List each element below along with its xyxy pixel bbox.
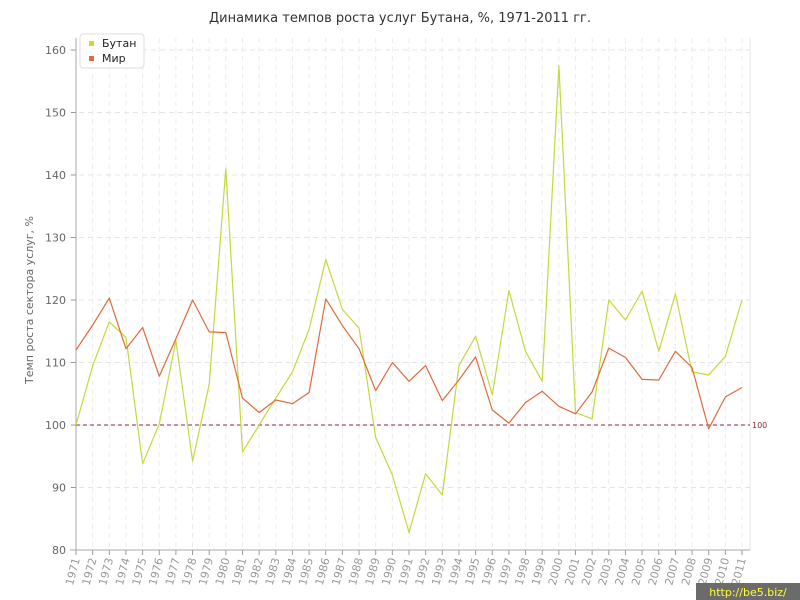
legend: Бутан Мир bbox=[79, 33, 145, 69]
y-tick-label: 160 bbox=[45, 44, 66, 57]
watermark-text: http://be5.biz/ bbox=[709, 586, 787, 599]
series-line-1 bbox=[75, 297, 743, 430]
legend-label: Бутан bbox=[102, 37, 136, 50]
y-tick-label: 100 bbox=[45, 419, 66, 432]
watermark-background bbox=[696, 583, 800, 600]
y-tick-label: 130 bbox=[45, 232, 66, 245]
legend-swatch bbox=[89, 56, 94, 61]
legend-swatch bbox=[89, 41, 94, 46]
y-tick-label: 80 bbox=[52, 544, 66, 557]
legend-label: Мир bbox=[102, 52, 126, 65]
x-tick-labels: 1971197219731974197519761977197819791980… bbox=[63, 556, 749, 586]
legend-box bbox=[79, 33, 145, 69]
chart-title: Динамика темпов роста услуг Бутана, %, 1… bbox=[209, 11, 591, 26]
y-tick-label: 140 bbox=[45, 169, 66, 182]
series-group bbox=[75, 64, 743, 534]
grid bbox=[70, 38, 750, 551]
y-tick-labels: 80 90 100 110 120 130 140 150 160 bbox=[45, 44, 66, 557]
x-tick-label: 2011 bbox=[729, 556, 749, 586]
axes bbox=[70, 38, 751, 555]
series-line-0 bbox=[75, 64, 743, 534]
watermark: http://be5.biz/ bbox=[696, 583, 800, 600]
y-tick-label: 120 bbox=[45, 294, 66, 307]
reference-line-label: 100 bbox=[752, 421, 767, 430]
reference-line-group: 100 bbox=[76, 421, 767, 430]
y-tick-label: 110 bbox=[45, 357, 66, 370]
y-axis-label: Темп роста сектора услуг, % bbox=[23, 216, 36, 385]
y-tick-label: 150 bbox=[45, 107, 66, 120]
y-tick-label: 90 bbox=[52, 482, 66, 495]
